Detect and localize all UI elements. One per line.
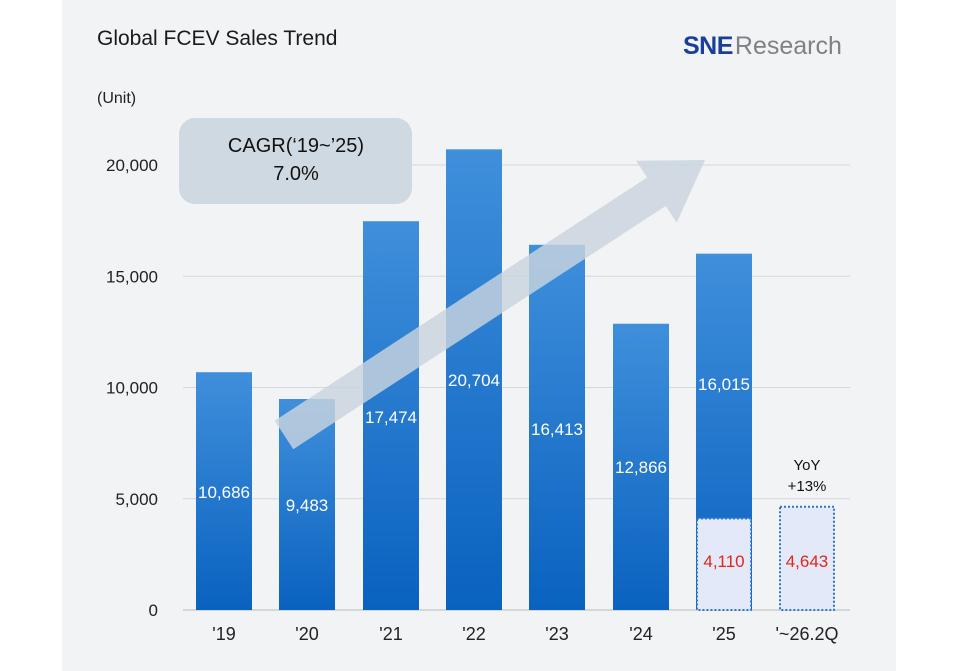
cagr-label: CAGR(‘19~’25): [228, 135, 364, 157]
bar: [613, 323, 669, 610]
cagr-value: 7.0%: [273, 163, 319, 185]
y-tick-label: 15,000: [106, 267, 158, 286]
x-tick-label: '19: [212, 624, 235, 644]
partial-bar: [779, 505, 835, 611]
partial-value-label: 4,110: [703, 552, 744, 571]
y-tick-label: 5,000: [115, 490, 158, 509]
bar: [363, 221, 419, 611]
bar-value-label: 9,483: [286, 496, 329, 515]
bar: [529, 244, 585, 611]
x-tick-label: '20: [295, 624, 318, 644]
yoy-value: +13%: [788, 478, 827, 495]
logo-research-text: Research: [734, 32, 842, 60]
cagr-callout-box: [179, 118, 412, 204]
trend-arrow: [274, 160, 705, 450]
bar-value-label: 10,686: [198, 483, 250, 502]
x-tick-label: '~26.2Q: [776, 624, 839, 644]
chart-title: Global FCEV Sales Trend: [97, 27, 338, 50]
bar: [446, 149, 502, 610]
x-tick-label: '25: [712, 624, 735, 644]
x-tick-label: '22: [462, 624, 485, 644]
y-tick-label: 10,000: [106, 379, 158, 398]
yoy-label: YoY: [794, 457, 821, 474]
unit-label: (Unit): [97, 90, 137, 107]
bar-value-label: 16,015: [698, 375, 750, 394]
partial-bar: [696, 517, 752, 611]
partial-value-label: 4,643: [786, 552, 829, 571]
x-tick-label: '21: [379, 624, 402, 644]
bar-value-label: 17,474: [365, 408, 417, 427]
bar-value-label: 20,704: [448, 371, 500, 390]
x-tick-label: '24: [629, 624, 652, 644]
y-tick-label: 20,000: [106, 156, 158, 175]
bar-value-label: 12,866: [615, 458, 667, 477]
x-tick-label: '23: [545, 624, 568, 644]
bar-value-label: 16,413: [531, 420, 583, 439]
bar: [196, 372, 252, 610]
sne-research-logo: SNE Research: [683, 32, 842, 61]
logo-sne-text: SNE: [683, 32, 733, 60]
y-tick-label: 0: [149, 601, 158, 620]
